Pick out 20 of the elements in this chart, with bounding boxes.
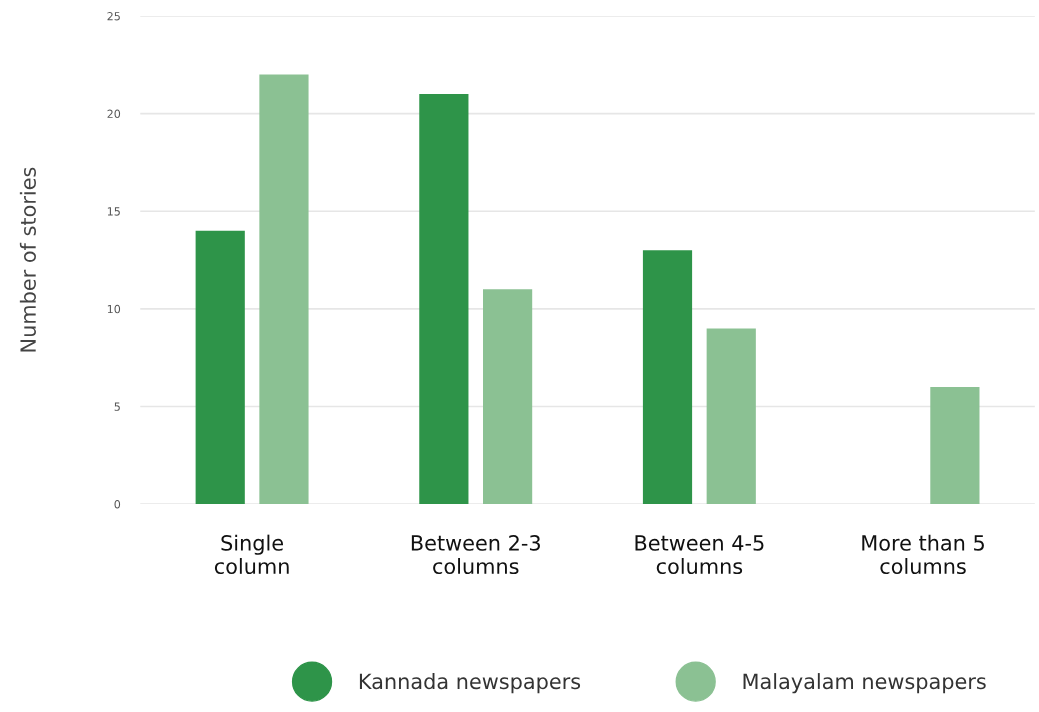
bar — [259, 74, 309, 505]
bar — [419, 94, 469, 505]
y-axis-title: Number of stories — [19, 167, 36, 352]
x-tick-label: Between 4-5 columns — [635, 535, 764, 575]
bar — [930, 386, 980, 505]
y-tick-label: 5 — [114, 402, 120, 411]
bar — [195, 230, 245, 505]
legend-label: Malayalam newspapers — [743, 673, 986, 694]
x-tick-label: More than 5 columns — [862, 534, 984, 575]
bar — [642, 250, 693, 505]
y-tick-label: 20 — [107, 109, 121, 119]
bar — [483, 289, 533, 505]
legend-label: Kannada newspapers — [359, 673, 581, 694]
x-tick-label: Between 2-3 columns — [411, 535, 540, 575]
x-tick-label: Single column — [214, 534, 289, 575]
y-tick-label: 0 — [114, 500, 121, 509]
y-tick-label: 15 — [107, 207, 120, 216]
bar — [706, 328, 756, 505]
y-tick-label: 25 — [107, 11, 120, 21]
y-tick-label: 10 — [107, 304, 121, 314]
